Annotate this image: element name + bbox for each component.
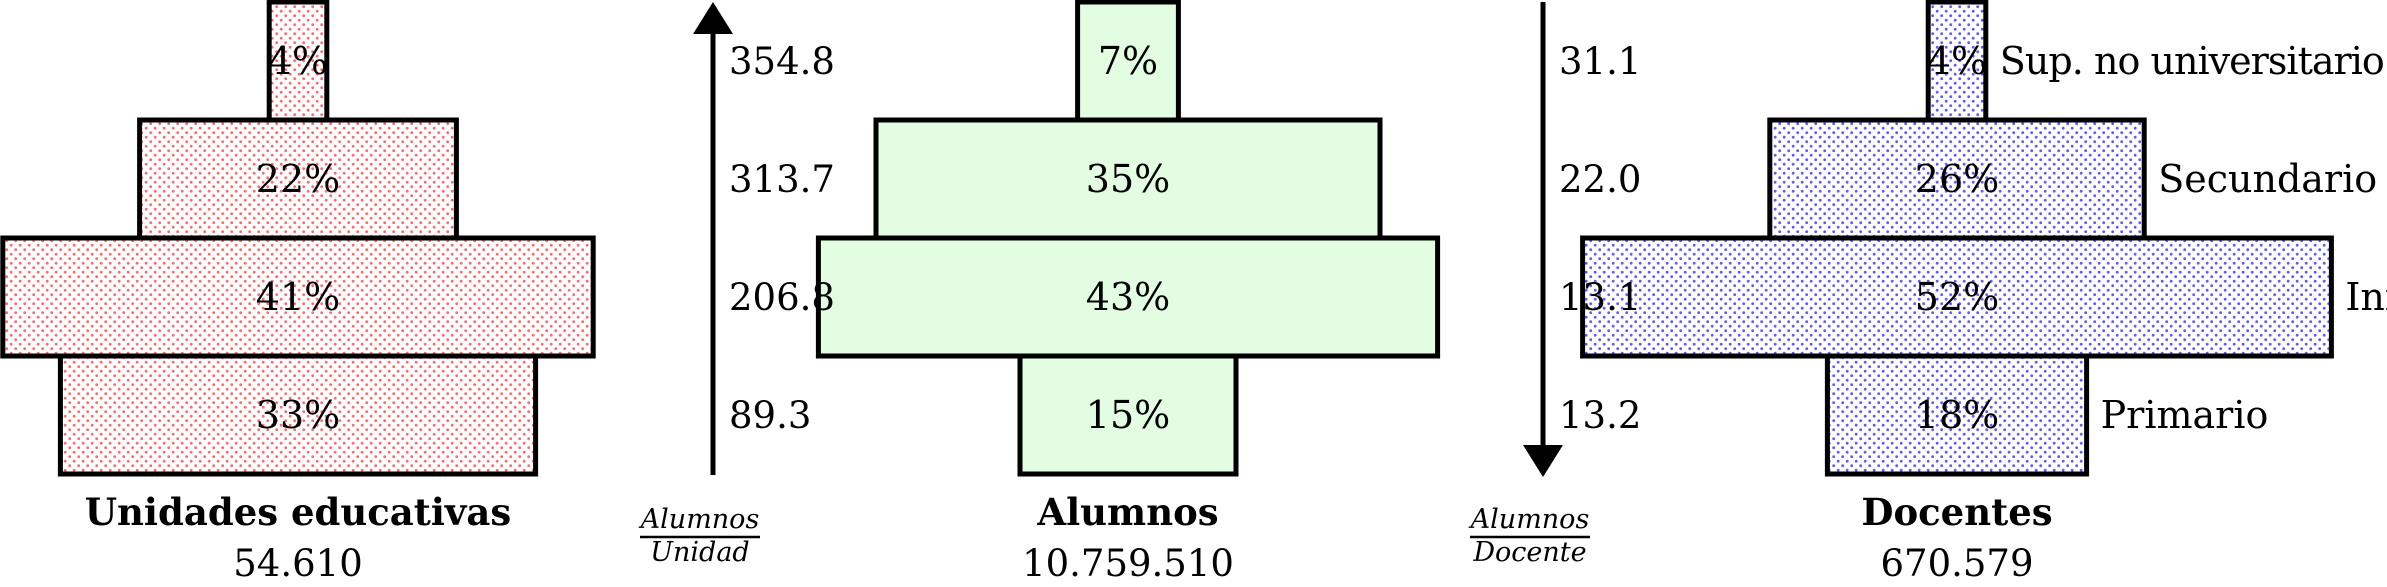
ratio-label-denominator: Unidad	[650, 537, 749, 568]
panel-title: Unidades educativas	[85, 490, 511, 534]
ratio-label-numerator: Alumnos	[638, 504, 760, 535]
bar-1-2	[137, 117, 459, 241]
bar-label: 41%	[256, 275, 340, 319]
ratio-value: 206.8	[729, 276, 835, 319]
bar-3-2	[1767, 117, 2147, 241]
bar-label: 4%	[268, 39, 328, 83]
ratio-value: 13.1	[1559, 276, 1641, 319]
ratio-value: 13.2	[1559, 394, 1641, 437]
arrow-up-icon	[693, 2, 733, 34]
ratio-value: 89.3	[729, 394, 811, 437]
level-label: Sup. no universitario	[2000, 39, 2385, 83]
bar-1-4	[57, 353, 539, 477]
bar-label: 7%	[1098, 39, 1158, 83]
bar-label: 22%	[256, 157, 340, 201]
bar-label: 18%	[1915, 393, 1999, 437]
bar-3-3	[1580, 235, 2334, 359]
ratio-label-numerator: Alumnos	[1468, 504, 1590, 535]
bar-label: 26%	[1915, 157, 1999, 201]
ratio-value: 31.1	[1559, 40, 1641, 83]
bar-2-4	[1017, 353, 1239, 477]
bar-2-2	[873, 117, 1383, 241]
bar-label: 35%	[1086, 157, 1170, 201]
ratio-label-denominator: Docente	[1472, 537, 1586, 568]
bar-3-4	[1824, 353, 2090, 477]
panel-title: Alumnos	[1036, 490, 1218, 534]
ratio-value: 354.8	[729, 40, 835, 83]
panel-total: 54.610	[233, 542, 362, 585]
arrow-down-icon	[1523, 445, 1563, 477]
bar-label: 43%	[1086, 275, 1170, 319]
level-label: Secundario	[2158, 157, 2377, 201]
level-label: Inicial	[2345, 275, 2387, 319]
panel-total: 10.759.510	[1022, 542, 1234, 585]
ratio-value: 313.7	[729, 158, 835, 201]
panel-total: 670.579	[1880, 542, 2033, 585]
bar-label: 4%	[1927, 39, 1987, 83]
bar-label: 52%	[1915, 275, 1999, 319]
panel-title: Docentes	[1861, 490, 2052, 534]
ratio-value: 22.0	[1559, 158, 1641, 201]
bar-label: 15%	[1086, 393, 1170, 437]
level-label: Primario	[2101, 393, 2269, 437]
bar-label: 33%	[256, 393, 340, 437]
